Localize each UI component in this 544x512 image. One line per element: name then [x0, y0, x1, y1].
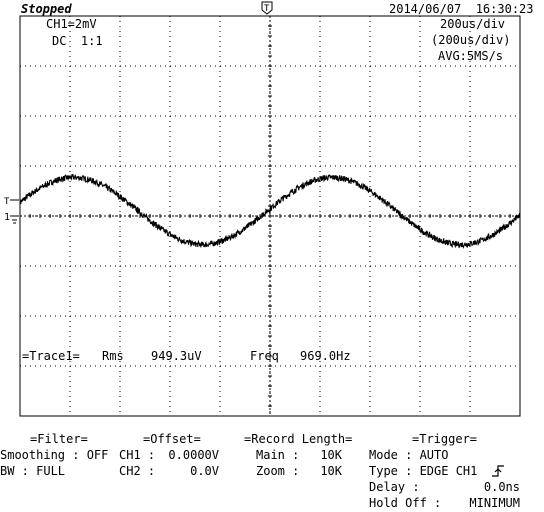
freq-value: 969.0Hz: [300, 349, 351, 363]
trigger-delay-label: Delay :: [369, 480, 420, 494]
svg-text:T: T: [264, 4, 270, 14]
ch1-offset-label: CH1 :: [119, 448, 156, 462]
timebase-div: 200us/div: [440, 17, 506, 31]
acquisition-status: Stopped: [21, 2, 72, 16]
svg-text:1: 1: [4, 212, 10, 223]
holdoff-label: Hold Off :: [369, 496, 442, 510]
record-zoom-value[interactable]: 10K: [320, 464, 342, 478]
bw-label: BW :: [0, 464, 37, 478]
smoothing-value: OFF: [86, 448, 109, 462]
rms-value: 949.3uV: [151, 349, 202, 363]
ch1-coupling: DC 1:1: [52, 34, 103, 48]
measurement-trace-label: =Trace1=: [22, 349, 80, 363]
ch1-offset-value[interactable]: 0.0000V: [168, 448, 219, 462]
record-length-title: =Record Length=: [244, 432, 353, 446]
filter-title: =Filter=: [30, 432, 88, 446]
trigger-title: =Trigger=: [412, 432, 478, 446]
record-main-label: Main :: [256, 448, 300, 462]
trigger-type-setting[interactable]: Type : EDGE CH1: [369, 465, 477, 478]
svg-text:T: T: [4, 197, 10, 207]
ch2-offset-label: CH2 :: [119, 464, 156, 478]
smoothing-setting[interactable]: Smoothing : OFF: [0, 449, 108, 462]
scope-display: T T 1: [4, 1, 521, 417]
trigger-type-label: Type :: [369, 464, 420, 478]
rms-label: Rms: [102, 349, 124, 363]
bandwidth-setting[interactable]: BW : FULL: [0, 465, 65, 478]
bw-value: FULL: [36, 464, 66, 478]
record-main-value[interactable]: 10K: [320, 448, 342, 462]
date-time: 2014/06/07 16:30:23: [389, 2, 534, 16]
smoothing-label: Smoothing :: [0, 448, 87, 462]
ch2-offset-value[interactable]: 0.0V: [190, 464, 219, 478]
waveform-trace: [19, 173, 521, 249]
record-zoom-label: Zoom :: [256, 464, 300, 478]
timebase-div-paren: (200us/div): [431, 33, 511, 47]
trigger-mode-value: AUTO: [419, 448, 449, 462]
rising-edge-icon: [492, 465, 504, 477]
trigger-position-marker: T: [261, 1, 273, 15]
acquisition-mode: AVG:5MS/s: [438, 49, 504, 63]
trigger-level-marker: T: [4, 197, 19, 207]
trigger-mode-label: Mode :: [369, 448, 420, 462]
trigger-delay-value[interactable]: 0.0ns: [483, 480, 520, 494]
holdoff-value[interactable]: MINIMUM: [469, 496, 520, 510]
graticule: [19, 15, 521, 417]
offset-title: =Offset=: [143, 432, 201, 446]
freq-label: Freq: [250, 349, 279, 363]
ch1-ground-marker: 1: [4, 212, 19, 224]
ch1-scale: CH1=2mV: [46, 17, 97, 31]
trigger-type-value: EDGE CH1: [419, 464, 478, 478]
trigger-mode-setting[interactable]: Mode : AUTO: [369, 449, 448, 462]
